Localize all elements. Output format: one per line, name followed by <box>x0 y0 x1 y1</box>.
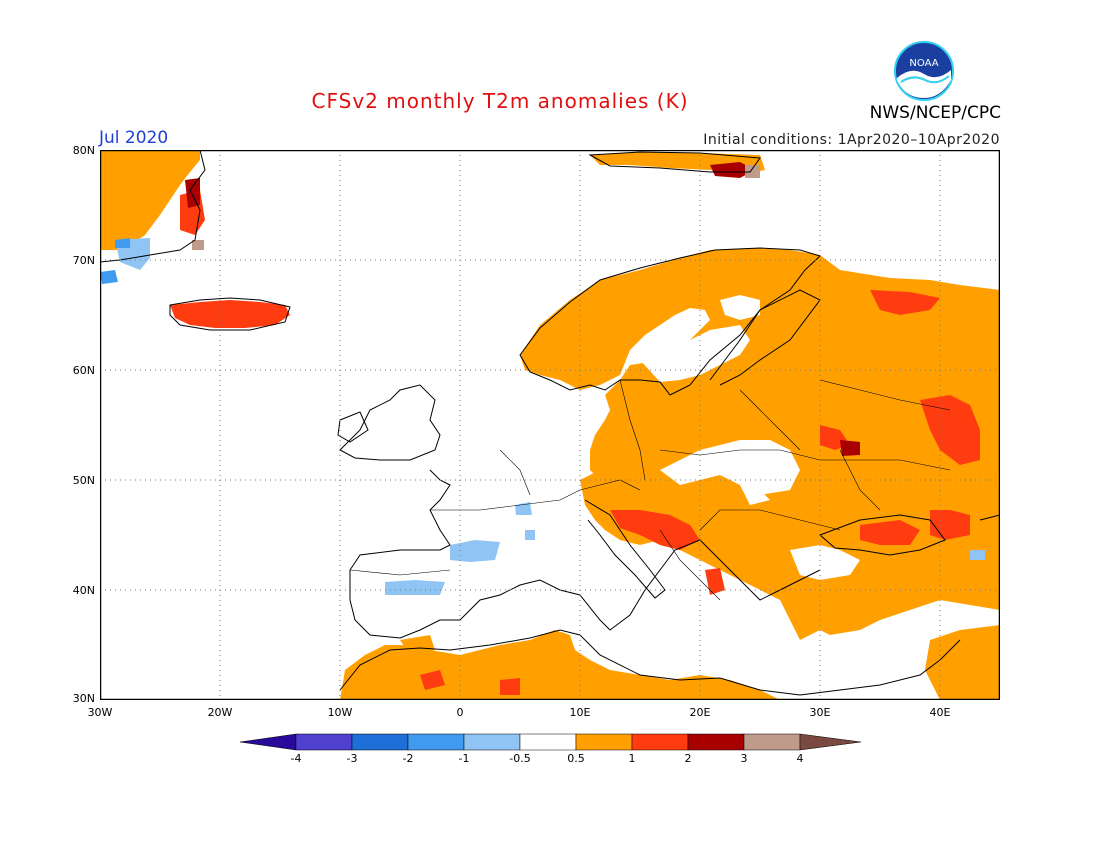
logo-text: NOAA <box>909 58 938 69</box>
agency-label: NWS/NCEP/CPC <box>869 103 1001 123</box>
lat-label-40n: 40N <box>72 584 95 597</box>
anomaly-map <box>100 150 1000 700</box>
anomaly-region-north-africa <box>340 630 780 700</box>
forecast-month: Jul 2020 <box>99 128 169 148</box>
lon-label-20w: 20W <box>207 706 233 719</box>
anomaly-region-levant <box>925 625 1000 700</box>
lon-label-20e: 20E <box>689 706 711 719</box>
anomaly-region-balkans <box>610 510 700 550</box>
lon-label-0: 0 <box>456 706 464 719</box>
colorbar-segment-3-4 <box>743 733 801 751</box>
colorbar-segment-neutral <box>519 733 577 751</box>
colorbar-label: -2 <box>402 752 414 765</box>
colorbar <box>240 733 862 751</box>
colorbar-label: 1 <box>628 752 636 765</box>
lat-label-70n: 70N <box>72 254 95 267</box>
colorbar-label: 0.5 <box>567 752 585 765</box>
lon-label-10e: 10E <box>569 706 591 719</box>
colorbar-segment-gt-4 <box>799 733 862 751</box>
anomaly-region-turkey <box>780 570 1000 635</box>
map-title: CFSv2 monthly T2m anomalies (K) <box>311 89 689 113</box>
colorbar-label: -4 <box>290 752 302 765</box>
lat-label-60n: 60N <box>72 364 95 377</box>
colorbar-label: 2 <box>684 752 692 765</box>
colorbar-segment-05-1 <box>575 733 633 751</box>
colorbar-segment-3-2 <box>351 733 409 751</box>
colorbar-label: -0.5 <box>509 752 531 765</box>
lon-label-30e: 30E <box>809 706 831 719</box>
colorbar-segment-1-05 <box>463 733 521 751</box>
colorbar-segment-2-3 <box>687 733 745 751</box>
colorbar-segment-1-2 <box>631 733 689 751</box>
colorbar-label: 4 <box>796 752 804 765</box>
initial-conditions: Initial conditions: 1Apr2020–10Apr2020 <box>703 132 1000 148</box>
lat-label-30n: 30N <box>72 692 95 705</box>
anomaly-region-iberia <box>450 540 500 562</box>
colorbar-segment-4-3 <box>295 733 353 751</box>
noaa-logo-icon: NOAA <box>894 41 954 101</box>
lat-label-80n: 80N <box>72 144 95 157</box>
colorbar-label: -3 <box>346 752 358 765</box>
colorbar-label: 3 <box>740 752 748 765</box>
colorbar-segment-lt-4 <box>240 733 297 751</box>
lon-label-30w: 30W <box>87 706 113 719</box>
lon-label-40e: 40E <box>929 706 951 719</box>
anomaly-region-greenland <box>100 150 200 250</box>
colorbar-label: -1 <box>458 752 470 765</box>
lon-label-10w: 10W <box>327 706 353 719</box>
lat-label-50n: 50N <box>72 474 95 487</box>
colorbar-segment-2-1 <box>407 733 465 751</box>
anomaly-region-iceland <box>170 300 290 328</box>
